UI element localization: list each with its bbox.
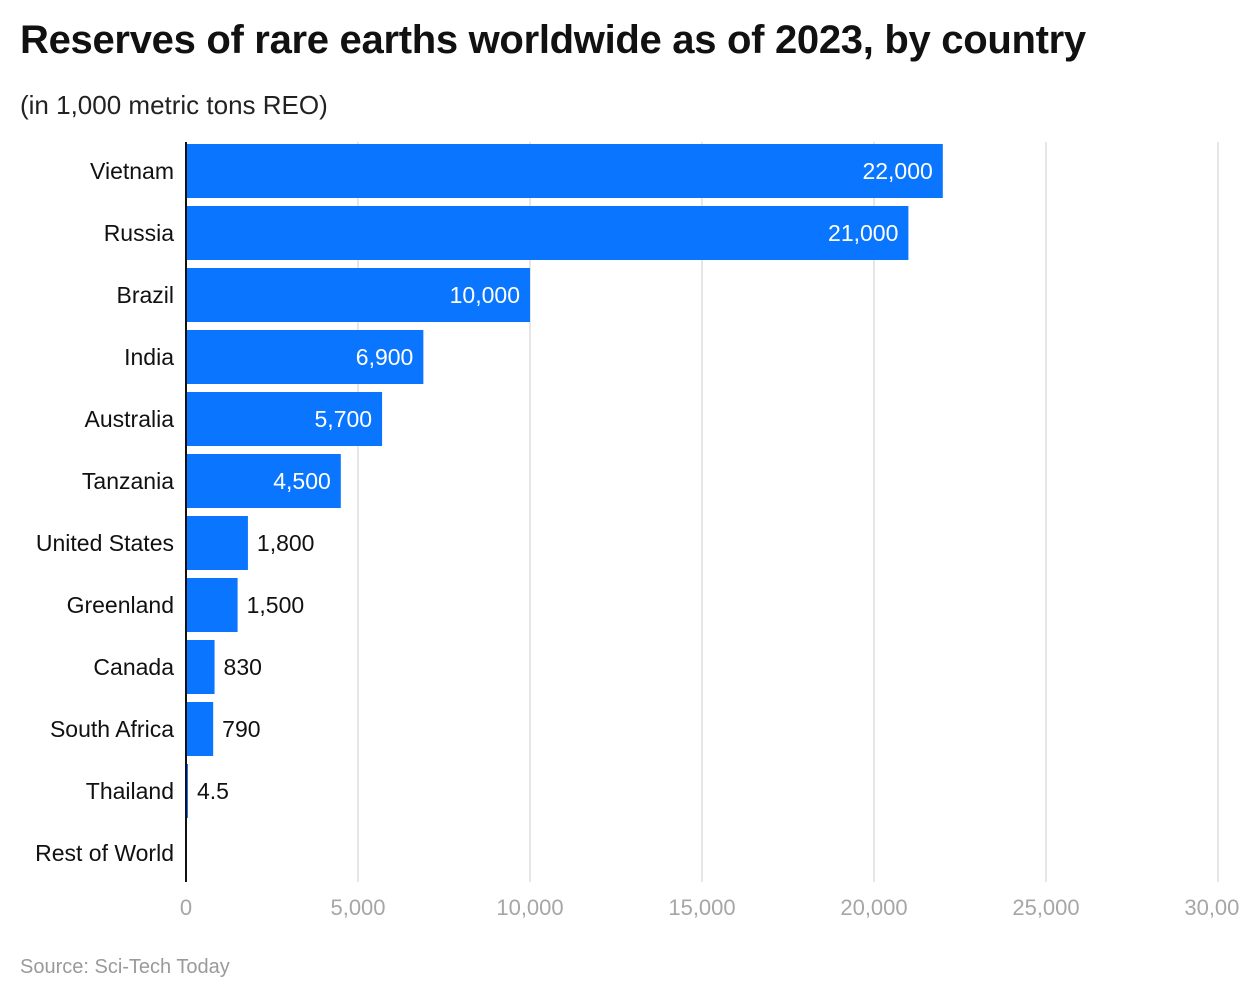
grid-lines bbox=[357, 142, 1219, 882]
data-label: 4,500 bbox=[273, 468, 331, 494]
bar bbox=[186, 578, 238, 632]
bar bbox=[186, 454, 341, 508]
bars bbox=[186, 144, 943, 818]
data-label: 830 bbox=[224, 654, 262, 680]
value-labels: 22,000 21,000 10,000 6,900 5,700 4,500 1,800 1,… bbox=[197, 158, 933, 804]
category-label: Australia bbox=[85, 406, 175, 432]
x-axis-tick-labels: 0 5,000 10,000 15,000 20,000 25,000 30,000 bbox=[180, 895, 1240, 920]
category-label: Rest of World bbox=[35, 840, 174, 866]
x-tick-label: 25,000 bbox=[1012, 895, 1079, 920]
bar-chart: Vietnam Russia Brazil India Australia Tanzani… bbox=[35, 142, 1240, 920]
bar bbox=[186, 144, 943, 198]
category-label: Vietnam bbox=[90, 158, 174, 184]
data-label: 10,000 bbox=[450, 282, 520, 308]
chart-title: Reserves of rare earths worldwide as of … bbox=[20, 18, 1086, 62]
bar bbox=[186, 268, 530, 322]
category-label: Tanzania bbox=[82, 468, 174, 494]
x-tick-label: 15,000 bbox=[668, 895, 735, 920]
category-label: India bbox=[124, 344, 174, 370]
category-label: United States bbox=[36, 530, 174, 556]
bar bbox=[186, 330, 424, 384]
source-note: Source: Sci-Tech Today bbox=[20, 956, 230, 978]
category-label: Canada bbox=[93, 654, 174, 680]
x-tick-label: 30,000 bbox=[1184, 895, 1240, 920]
data-label: 21,000 bbox=[828, 220, 898, 246]
bar bbox=[186, 206, 909, 260]
data-label: 1,800 bbox=[257, 530, 315, 556]
bar bbox=[186, 640, 215, 694]
x-tick-label: 0 bbox=[180, 895, 192, 920]
category-label: Thailand bbox=[86, 778, 174, 804]
category-label: Brazil bbox=[116, 282, 174, 308]
category-label: Greenland bbox=[67, 592, 174, 618]
x-tick-label: 5,000 bbox=[330, 895, 385, 920]
bar bbox=[186, 392, 383, 446]
data-label: 1,500 bbox=[247, 592, 305, 618]
x-tick-label: 10,000 bbox=[496, 895, 563, 920]
category-labels: Vietnam Russia Brazil India Australia Tanzani… bbox=[35, 158, 174, 866]
bar bbox=[186, 702, 214, 756]
bar bbox=[186, 516, 248, 570]
category-label: Russia bbox=[104, 220, 175, 246]
category-label: South Africa bbox=[50, 716, 174, 742]
data-label: 6,900 bbox=[356, 344, 414, 370]
data-label: 22,000 bbox=[862, 158, 932, 184]
data-label: 790 bbox=[222, 716, 260, 742]
data-label: 5,700 bbox=[315, 406, 373, 432]
data-label: 4.5 bbox=[197, 778, 229, 804]
x-tick-label: 20,000 bbox=[840, 895, 907, 920]
chart-subtitle: (in 1,000 metric tons REO) bbox=[20, 90, 328, 120]
